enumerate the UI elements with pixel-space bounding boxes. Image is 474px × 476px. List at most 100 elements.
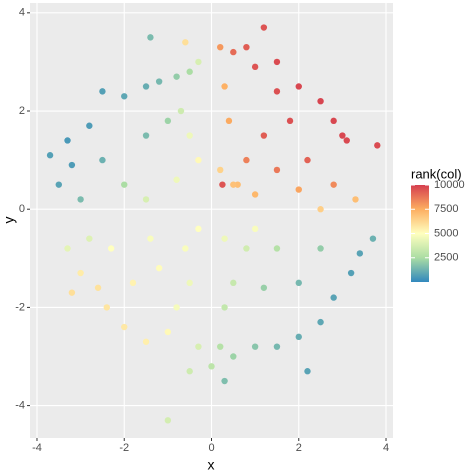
point: [142, 196, 150, 203]
point: [251, 63, 259, 71]
point: [195, 225, 202, 233]
point: [260, 284, 268, 291]
y-tick-label: 4: [19, 7, 25, 19]
y-tick-label: -2: [15, 301, 25, 313]
x-tick-label: -4: [32, 442, 42, 454]
point: [330, 117, 337, 125]
point: [77, 269, 84, 277]
point: [295, 279, 302, 287]
point: [173, 304, 180, 311]
point: [317, 318, 324, 326]
point: [142, 132, 150, 139]
x-tick-label: 4: [383, 442, 389, 454]
point: [164, 328, 172, 336]
point: [186, 132, 193, 139]
point: [369, 235, 377, 242]
point: [99, 156, 106, 164]
y-tick-label: 2: [19, 105, 25, 117]
colorbar-label: 7500: [434, 203, 458, 215]
point: [260, 132, 268, 139]
point: [260, 24, 268, 31]
point: [186, 68, 193, 75]
point: [142, 83, 150, 90]
colorbar-label: 2500: [434, 252, 458, 264]
point: [243, 43, 250, 51]
y-tick-label: 0: [19, 203, 25, 215]
point: [230, 279, 237, 287]
point: [68, 289, 76, 296]
point: [295, 333, 302, 341]
y-axis-label: y: [1, 217, 17, 224]
point: [217, 343, 224, 350]
point: [164, 117, 172, 125]
point: [251, 225, 259, 233]
point: [129, 279, 137, 287]
point: [286, 117, 294, 125]
point: [273, 166, 281, 174]
point: [121, 323, 128, 331]
point: [221, 377, 228, 385]
point: [295, 186, 302, 193]
point: [77, 196, 84, 203]
point: [208, 363, 215, 370]
point: [177, 107, 185, 115]
colorbar: [411, 185, 429, 282]
point: [273, 245, 281, 252]
point: [339, 132, 346, 139]
point: [86, 235, 93, 242]
point: [273, 343, 281, 350]
point: [374, 142, 381, 149]
point: [330, 181, 337, 188]
point: [221, 235, 228, 242]
point: [295, 83, 302, 90]
point: [251, 343, 259, 350]
point: [217, 43, 224, 51]
point: [221, 83, 228, 90]
point: [99, 88, 106, 95]
point: [64, 137, 71, 144]
y-tick-label: -4: [15, 400, 25, 412]
point: [352, 196, 359, 203]
point: [186, 279, 193, 287]
point: [164, 417, 172, 424]
point: [64, 245, 71, 252]
point: [186, 368, 193, 375]
point: [251, 191, 259, 198]
point: [173, 73, 180, 80]
point: [317, 206, 324, 213]
x-tick-label: 0: [208, 442, 214, 454]
point: [221, 304, 228, 311]
point: [86, 122, 93, 129]
point: [195, 58, 202, 66]
point: [347, 269, 355, 277]
point: [107, 245, 115, 252]
point: [343, 137, 350, 144]
point: [356, 250, 364, 257]
point: [195, 156, 202, 164]
point: [304, 156, 311, 164]
point: [273, 88, 281, 95]
point: [182, 39, 189, 46]
point: [147, 34, 154, 41]
point: [103, 304, 110, 311]
point: [304, 368, 311, 375]
point: [121, 93, 128, 100]
x-tick-label: 2: [296, 442, 302, 454]
point: [46, 152, 54, 159]
point: [94, 284, 102, 291]
point: [219, 181, 226, 188]
point: [317, 97, 324, 105]
point: [317, 245, 324, 252]
point: [195, 343, 202, 350]
colorbar-label: 10000: [434, 179, 465, 191]
x-tick-label: -2: [119, 442, 129, 454]
point: [230, 48, 237, 56]
point: [142, 338, 150, 345]
point: [243, 156, 250, 164]
colorbar-label: 5000: [434, 227, 458, 239]
point: [155, 264, 163, 272]
point: [230, 353, 237, 360]
x-axis-label: x: [208, 457, 215, 473]
point: [155, 78, 163, 85]
point: [225, 117, 233, 125]
